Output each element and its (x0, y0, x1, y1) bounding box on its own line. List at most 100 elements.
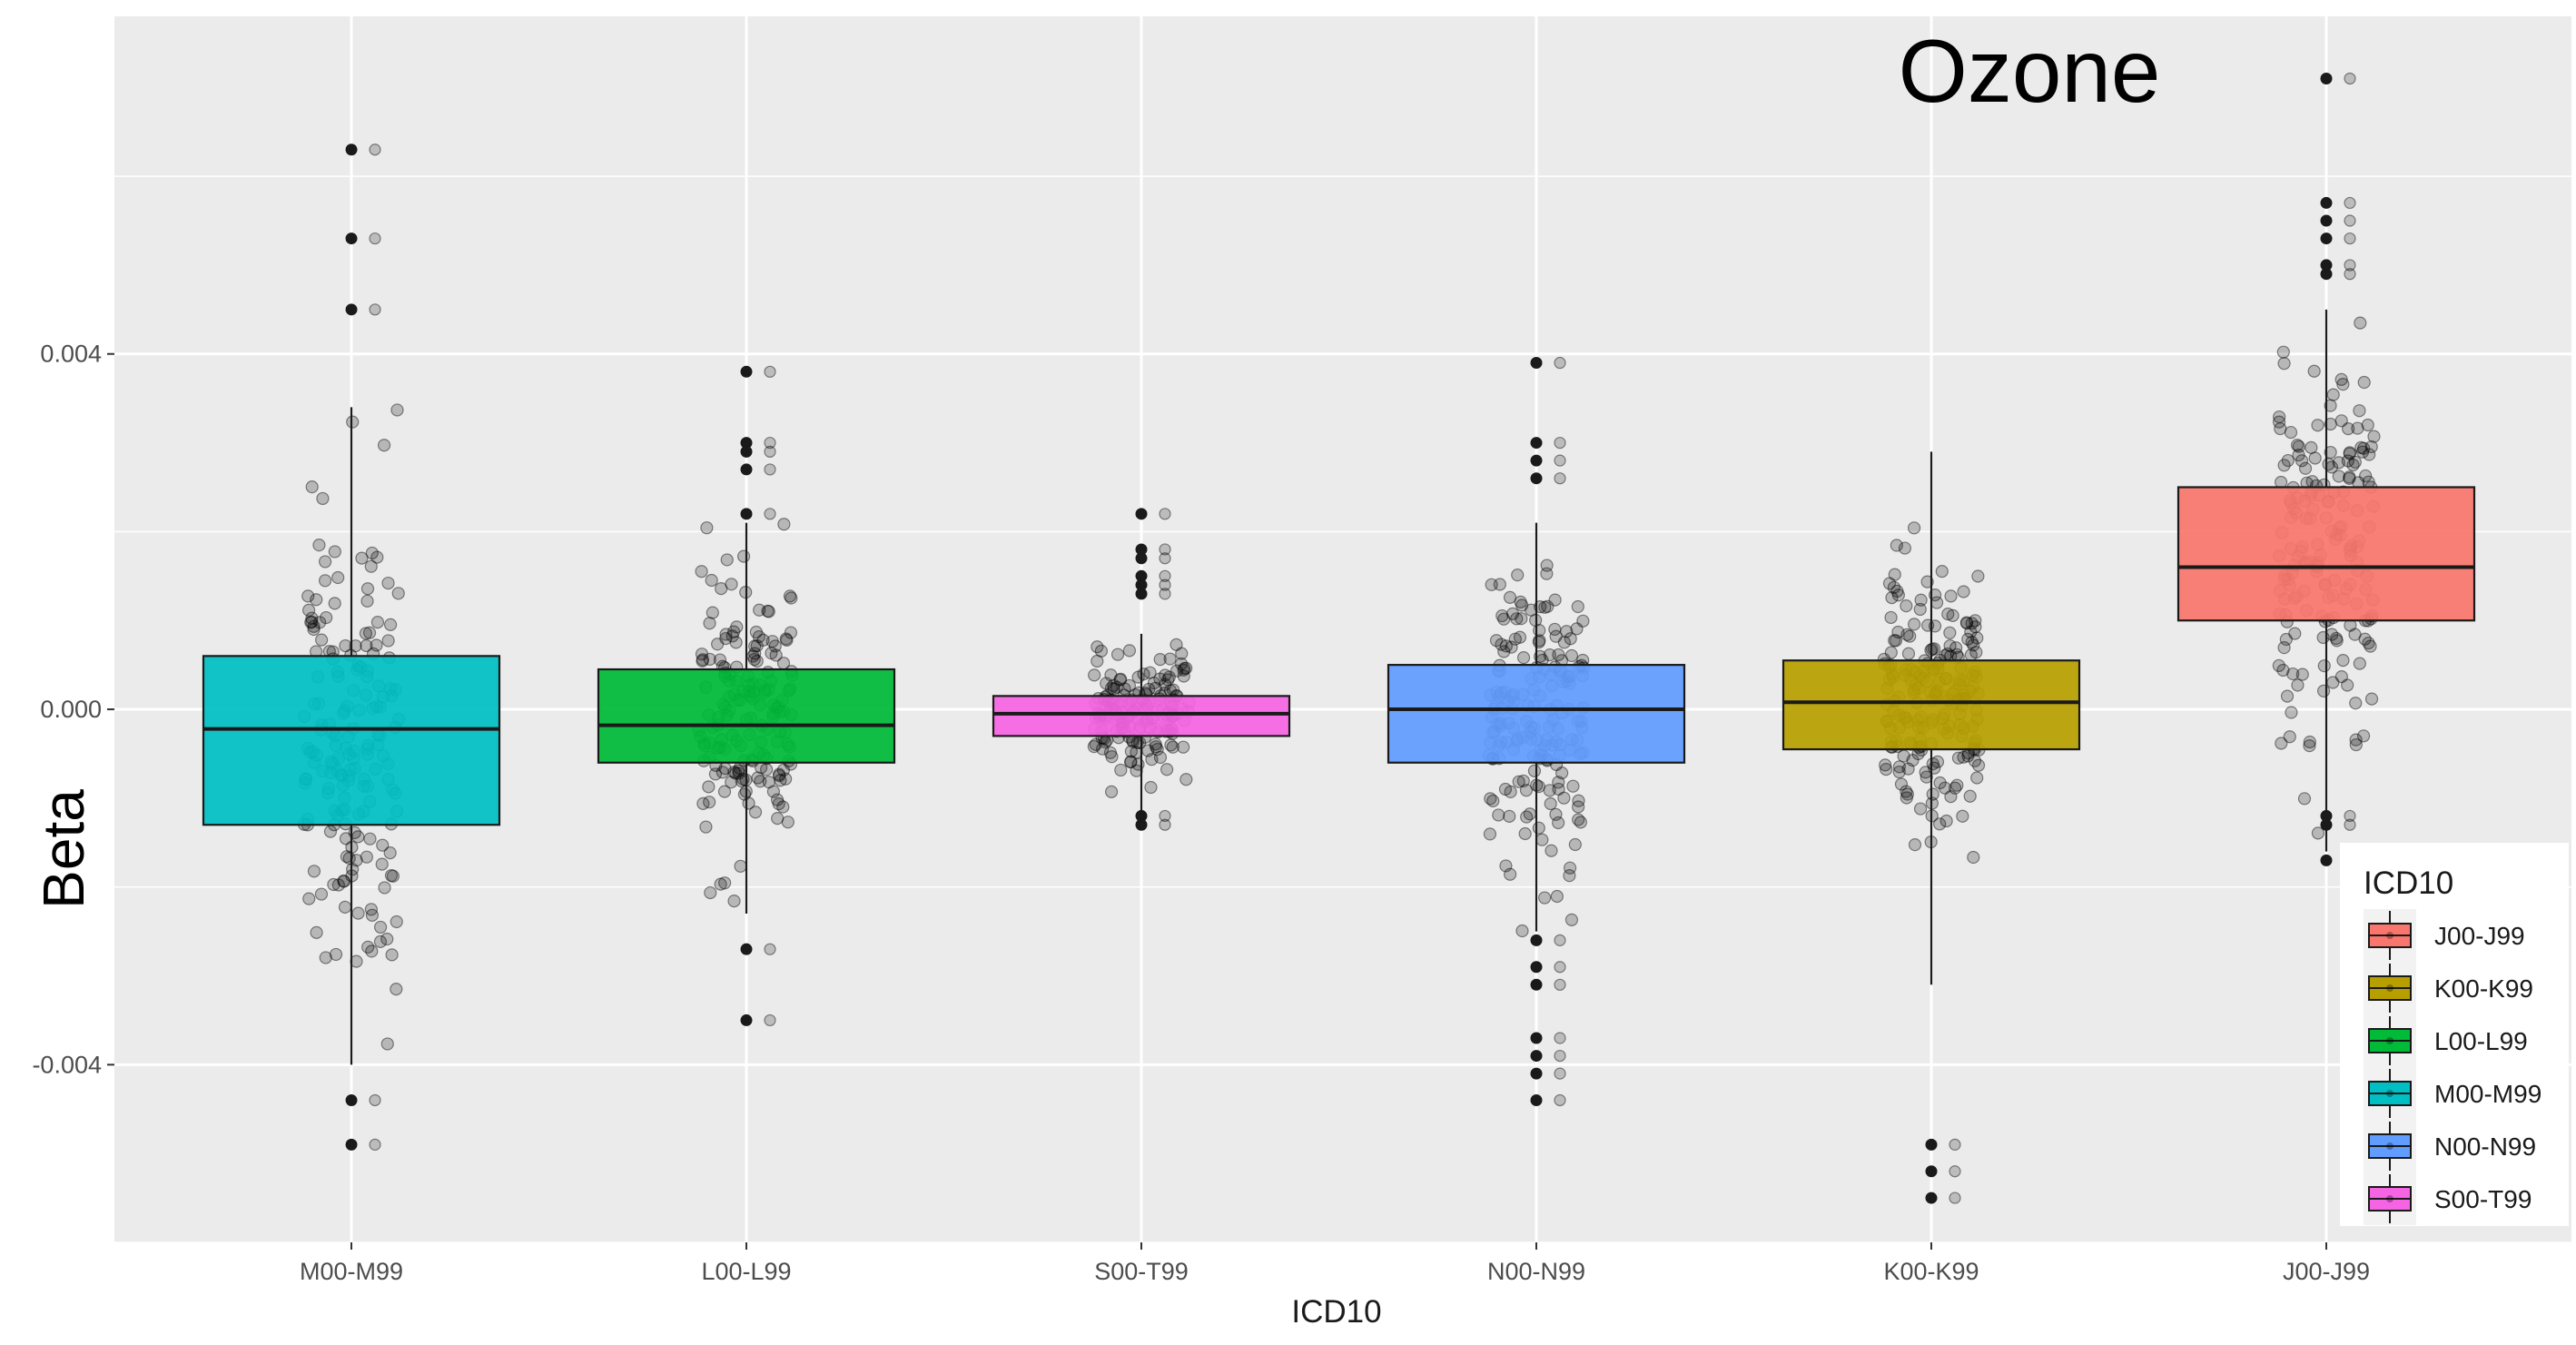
legend-label: K00-K99 (2434, 974, 2533, 1003)
jitter-point (1930, 596, 1944, 609)
jitter-point (762, 605, 775, 618)
jitter-point (734, 859, 747, 873)
outlier-jitter-point (2344, 72, 2356, 85)
legend-key-point (2386, 1090, 2393, 1097)
jitter-point (305, 480, 319, 494)
jitter-point (1515, 612, 1528, 626)
x-tick-label: S00-T99 (1094, 1258, 1189, 1285)
outlier-jitter-point (1159, 543, 1171, 556)
jitter-point (781, 816, 795, 829)
jitter-point (2292, 440, 2305, 453)
jitter-point (1540, 567, 1554, 580)
legend-label: S00-T99 (2434, 1185, 2532, 1213)
jitter-point (765, 635, 779, 648)
jitter-point (1104, 681, 1119, 695)
jitter-point (2341, 678, 2354, 692)
jitter-point (1485, 578, 1498, 591)
jitter-point (2317, 659, 2331, 673)
jitter-point (1900, 791, 1913, 805)
jitter-point (2283, 730, 2296, 744)
jitter-point (2357, 375, 2371, 390)
box-rect (202, 655, 501, 826)
jitter-point (713, 653, 727, 667)
jitter-point (1503, 809, 1516, 823)
jitter-point (1900, 787, 1914, 801)
jitter-point (386, 869, 400, 883)
outlier-point (1530, 1032, 1543, 1044)
outlier-jitter-point (1554, 1067, 1566, 1080)
jitter-point (370, 550, 384, 564)
jitter-point (304, 616, 318, 629)
jitter-point (1901, 647, 1916, 660)
outlier-point (1925, 1165, 1938, 1178)
jitter-point (1159, 668, 1172, 682)
jitter-point (1160, 763, 1174, 776)
jitter-point (2349, 733, 2363, 747)
outlier-point (1135, 569, 1148, 582)
jitter-point (2298, 461, 2313, 475)
outlier-point (2320, 72, 2333, 84)
jitter-point (1495, 638, 1508, 651)
x-tick-label: K00-K99 (1883, 1258, 1979, 1285)
legend-key-point (2386, 984, 2393, 992)
jitter-point (359, 627, 373, 640)
jitter-point (2336, 378, 2350, 391)
outlier-point (740, 1014, 753, 1026)
jitter-point (1150, 742, 1164, 757)
outlier-jitter-point (2344, 259, 2356, 272)
jitter-point (1969, 620, 1982, 634)
jitter-point (360, 582, 375, 596)
jitter-point (1149, 740, 1163, 754)
jitter-point (1130, 764, 1143, 777)
jitter-point (384, 868, 399, 883)
outlier-point (1530, 1050, 1543, 1063)
jitter-point (1147, 676, 1161, 690)
jitter-point (1145, 753, 1159, 766)
jitter-point (312, 539, 326, 552)
jitter-point (1913, 802, 1928, 816)
outlier-jitter-point (1159, 579, 1171, 591)
jitter-point (1486, 794, 1500, 807)
jitter-point (779, 632, 793, 646)
jitter-point (1938, 781, 1952, 795)
jitter-point (1898, 541, 1912, 555)
jitter-point (2275, 737, 2288, 750)
jitter-point (391, 587, 405, 600)
legend-entry-K00-K99: K00-K99 (2364, 962, 2533, 1014)
jitter-point (1122, 644, 1137, 658)
jitter-point (1518, 826, 1532, 841)
legend-key-point (2386, 1037, 2393, 1044)
jitter-point (2362, 475, 2375, 489)
outlier-point (2320, 818, 2333, 831)
outlier-point (1135, 809, 1148, 822)
jitter-point (2285, 706, 2298, 719)
plot-title: Ozone (1899, 21, 2161, 121)
jitter-point (1890, 539, 1903, 552)
jitter-point (1091, 640, 1104, 654)
jitter-point (1907, 521, 1921, 535)
jitter-point (385, 948, 399, 962)
jitter-point (1891, 625, 1905, 639)
jitter-point (1943, 638, 1957, 653)
jitter-point (1492, 808, 1505, 822)
jitter-point (1926, 787, 1939, 801)
outlier-jitter-point (1554, 961, 1566, 974)
outlier-jitter-point (369, 1138, 381, 1151)
jitter-point (1880, 762, 1893, 776)
jitter-point (777, 518, 791, 531)
jitter-point (327, 877, 341, 892)
jitter-point (2355, 445, 2370, 459)
legend-entry-S00-T99: S00-T99 (2364, 1172, 2532, 1225)
jitter-point (1177, 669, 1190, 683)
jitter-point (725, 629, 739, 643)
jitter-point (1967, 850, 1980, 865)
outlier-point (345, 1093, 358, 1106)
outlier-jitter-point (1554, 472, 1566, 485)
jitter-point (2284, 425, 2298, 440)
jitter-point (2358, 632, 2372, 646)
outlier-point (740, 445, 753, 458)
jitter-point (360, 638, 373, 653)
jitter-point (328, 597, 341, 610)
jitter-point (2276, 663, 2290, 677)
outlier-point (1530, 437, 1543, 450)
